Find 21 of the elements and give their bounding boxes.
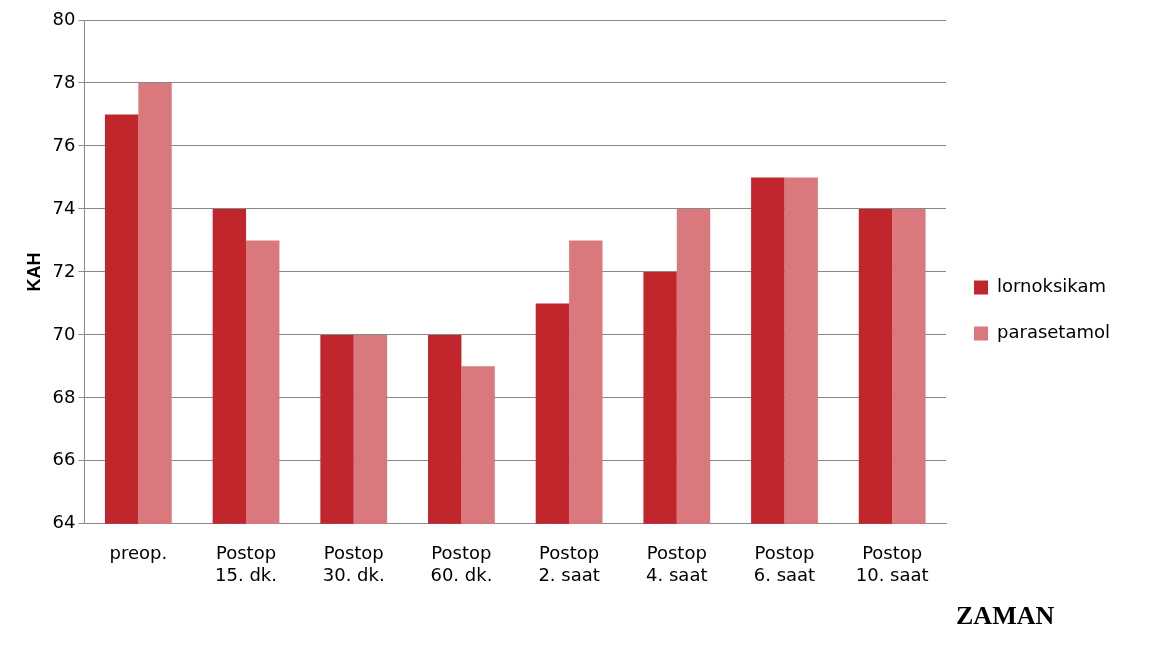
x-axis-title: ZAMAN <box>956 600 1055 630</box>
y-tick-label: 76 <box>52 133 76 155</box>
x-tick-label: Postop 2. saat <box>538 542 600 585</box>
x-tick-label: Postop 60. dk. <box>430 542 493 585</box>
y-tick-label: 72 <box>52 259 76 281</box>
y-tick-label: 70 <box>52 322 76 344</box>
x-tick-label: preop. <box>109 542 168 564</box>
x-tick-label: Postop 4. saat <box>646 542 708 585</box>
x-tick-label: Postop 30. dk. <box>322 542 385 585</box>
x-tick-label: Postop 15. dk. <box>215 542 277 585</box>
y-tick-label: 64 <box>52 511 76 533</box>
y-tick-label: 66 <box>52 448 76 470</box>
x-tick-label: Postop 10. saat <box>855 542 929 585</box>
y-axis-title: KAH <box>23 252 44 292</box>
x-tick-label: Postop 6. saat <box>753 542 816 585</box>
y-tick-label: 68 <box>52 385 76 407</box>
y-tick-label: 78 <box>52 70 76 92</box>
legend-label: lornoksikam <box>997 275 1107 297</box>
y-tick-label: 74 <box>52 196 76 218</box>
y-tick-label: 80 <box>52 7 76 29</box>
legend-label: parasetamol <box>997 321 1111 343</box>
